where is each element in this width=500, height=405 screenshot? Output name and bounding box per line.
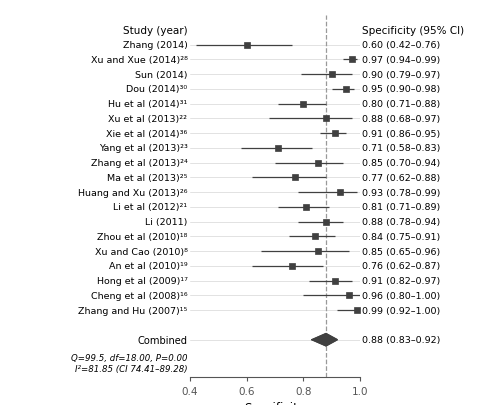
- Text: 0.71 (0.58–0.83): 0.71 (0.58–0.83): [362, 144, 441, 153]
- Text: Combined: Combined: [138, 335, 188, 345]
- Text: Zhang et al (2013)²⁴: Zhang et al (2013)²⁴: [91, 159, 188, 168]
- Text: Dou (2014)³⁰: Dou (2014)³⁰: [126, 85, 188, 94]
- Text: 0.81 (0.71–0.89): 0.81 (0.71–0.89): [362, 203, 441, 212]
- Text: 0.93 (0.78–0.99): 0.93 (0.78–0.99): [362, 188, 441, 197]
- Text: Xu et al (2013)²²: Xu et al (2013)²²: [108, 115, 188, 124]
- Text: Study (year): Study (year): [123, 26, 188, 36]
- Text: Xie et al (2014)³⁶: Xie et al (2014)³⁶: [106, 130, 188, 139]
- Text: Sun (2014): Sun (2014): [135, 70, 188, 79]
- Text: 0.77 (0.62–0.88): 0.77 (0.62–0.88): [362, 174, 441, 183]
- Text: Hu et al (2014)³¹: Hu et al (2014)³¹: [108, 100, 188, 109]
- Text: 0.96 (0.80–1.00): 0.96 (0.80–1.00): [362, 291, 441, 300]
- Text: Li et al (2012)²¹: Li et al (2012)²¹: [114, 203, 188, 212]
- Text: Yang et al (2013)²³: Yang et al (2013)²³: [98, 144, 188, 153]
- Text: Ma et al (2013)²⁵: Ma et al (2013)²⁵: [107, 174, 188, 183]
- Text: Cheng et al (2008)¹⁶: Cheng et al (2008)¹⁶: [91, 291, 188, 300]
- Text: Zhou et al (2010)¹⁸: Zhou et al (2010)¹⁸: [97, 232, 188, 241]
- Text: 0.90 (0.79–0.97): 0.90 (0.79–0.97): [362, 70, 441, 79]
- Text: 0.88 (0.78–0.94): 0.88 (0.78–0.94): [362, 217, 441, 227]
- Text: 0.91 (0.82–0.97): 0.91 (0.82–0.97): [362, 277, 441, 286]
- Text: 0.76 (0.62–0.87): 0.76 (0.62–0.87): [362, 262, 441, 271]
- Text: 0.88 (0.83–0.92): 0.88 (0.83–0.92): [362, 335, 441, 344]
- Text: 0.88 (0.68–0.97): 0.88 (0.68–0.97): [362, 115, 441, 124]
- Text: Li (2011): Li (2011): [145, 217, 188, 227]
- Text: 0.84 (0.75–0.91): 0.84 (0.75–0.91): [362, 232, 441, 241]
- Text: Zhang and Hu (2007)¹⁵: Zhang and Hu (2007)¹⁵: [78, 306, 188, 315]
- Text: 0.85 (0.70–0.94): 0.85 (0.70–0.94): [362, 159, 441, 168]
- Text: I²=81.85 (CI 74.41–89.28): I²=81.85 (CI 74.41–89.28): [75, 364, 188, 373]
- Text: 0.60 (0.42–0.76): 0.60 (0.42–0.76): [362, 41, 441, 50]
- Text: 0.95 (0.90–0.98): 0.95 (0.90–0.98): [362, 85, 441, 94]
- Text: An et al (2010)¹⁹: An et al (2010)¹⁹: [109, 262, 188, 271]
- Text: Specificity (95% CI): Specificity (95% CI): [362, 26, 464, 36]
- Text: Huang and Xu (2013)²⁶: Huang and Xu (2013)²⁶: [78, 188, 188, 197]
- X-axis label: Specificity: Specificity: [244, 401, 306, 405]
- Text: Xu and Xue (2014)²⁸: Xu and Xue (2014)²⁸: [90, 56, 188, 65]
- Polygon shape: [312, 334, 338, 346]
- Text: Xu and Cao (2010)⁸: Xu and Cao (2010)⁸: [94, 247, 188, 256]
- Text: Hong et al (2009)¹⁷: Hong et al (2009)¹⁷: [96, 277, 188, 286]
- Text: Zhang (2014): Zhang (2014): [122, 41, 188, 50]
- Text: 0.97 (0.94–0.99): 0.97 (0.94–0.99): [362, 56, 441, 65]
- Text: 0.80 (0.71–0.88): 0.80 (0.71–0.88): [362, 100, 441, 109]
- Text: 0.91 (0.86–0.95): 0.91 (0.86–0.95): [362, 130, 441, 139]
- Text: Q=99.5, df=18.00, P=0.00: Q=99.5, df=18.00, P=0.00: [71, 353, 188, 362]
- Text: 0.85 (0.65–0.96): 0.85 (0.65–0.96): [362, 247, 441, 256]
- Text: 0.99 (0.92–1.00): 0.99 (0.92–1.00): [362, 306, 441, 315]
